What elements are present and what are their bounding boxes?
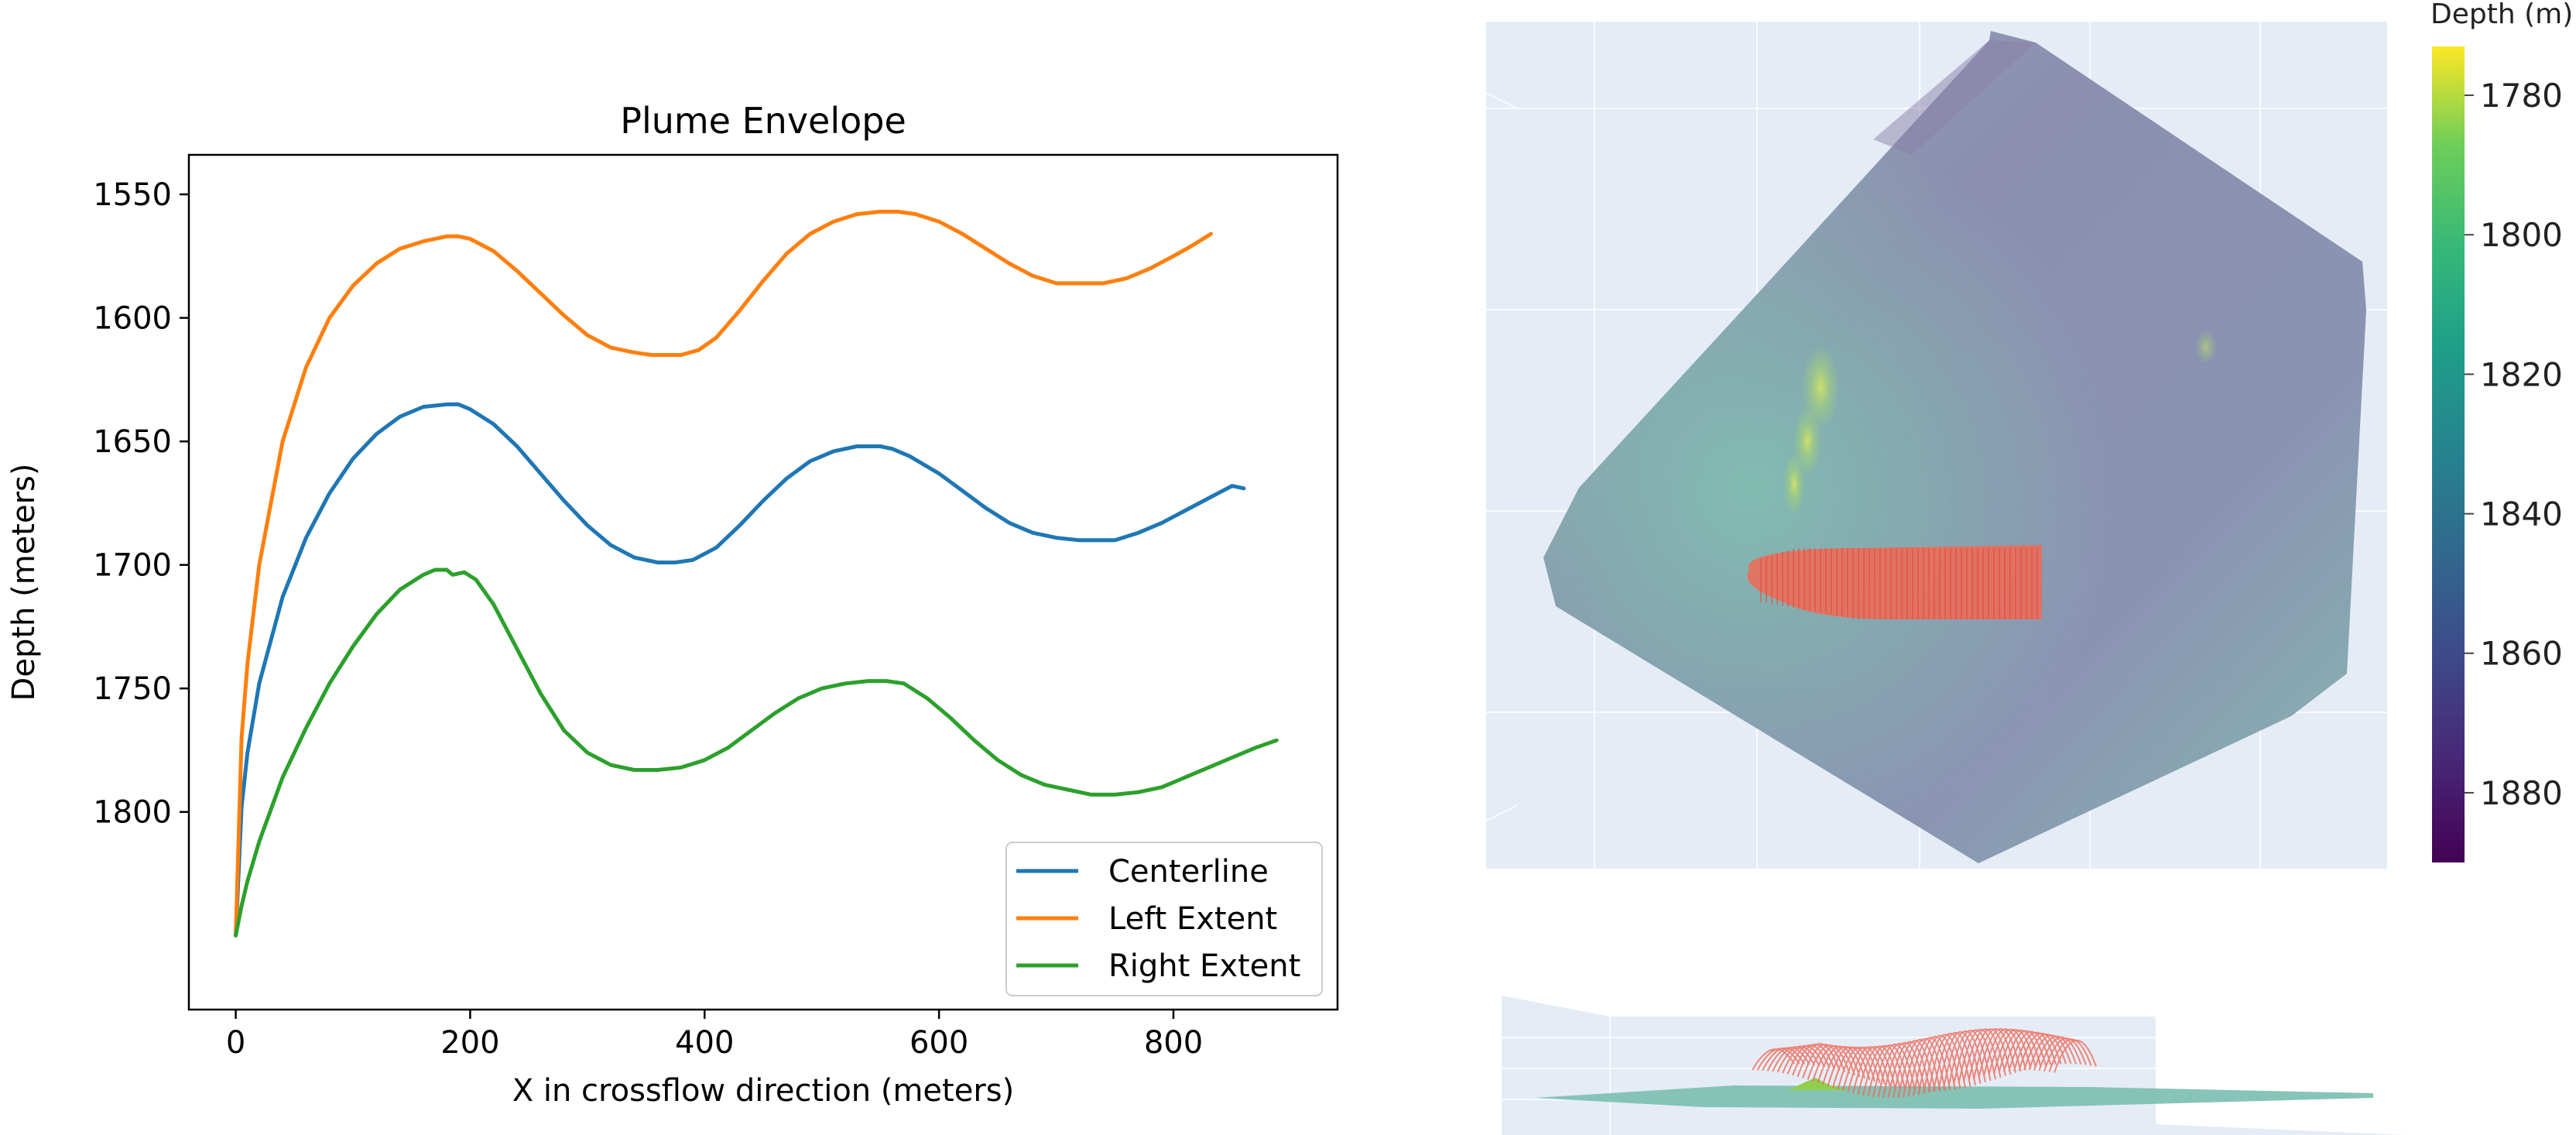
x-tick-label: 800 [1144,1025,1203,1061]
side-plume-arc [1887,1041,1931,1099]
plot-frame [187,153,1339,1011]
side-plume-arc [2054,1040,2097,1073]
y-tick-label: 1700 [93,548,172,584]
y-tick-label: 1650 [93,424,172,460]
y-tick-label: 1800 [93,795,172,831]
series-line-centerline [234,402,1246,938]
side-plume-arc [1947,1030,1992,1088]
series-line-right-extent [234,568,1279,938]
chart-title: Plume Envelope [620,100,906,142]
side-plume-arc [2043,1037,2087,1072]
colorbar-tick-label: 1820 [2480,355,2563,393]
surface-top-view [1485,22,2387,869]
colorbar-tick-label: 1880 [2480,774,2563,812]
side-plume-arc [1943,1030,1986,1089]
surface-deep-edge [1873,40,2036,155]
side-surface [1535,1085,2373,1109]
side-plume-arc [1973,1028,2016,1079]
side-plume-arc [1903,1037,1946,1098]
colorbar-title: Depth (m) [2430,0,2573,30]
side-plume-arc [1786,1044,1831,1075]
side-plume-arc [2033,1035,2077,1071]
series-layer [234,209,1279,938]
x-tick-label: 600 [909,1025,968,1061]
side-plume-arc [1897,1039,1941,1098]
side-plume-arc [2028,1034,2072,1071]
side-plume-arc [1937,1030,1982,1090]
side-plume-arc [1917,1034,1961,1096]
side-plume-arc [2013,1031,2057,1072]
colorbar: Depth (m) 1780 1800 1820 1840 1860 1880 [2430,0,2573,862]
side-plume-arc [1978,1028,2022,1078]
side-plume-arc [1933,1032,1976,1092]
x-tick-label: 0 [226,1025,245,1061]
legend: Centerline Left Extent Right Extent [1005,842,1323,996]
side-plume-arc [1817,1045,1861,1083]
surface-shallow-region [1543,31,2366,863]
plume-envelope-chart: Plume Envelope 0 200 400 600 800 1550 1600 165… [6,100,1339,1109]
side-plume-arc [1867,1044,1911,1097]
side-plume-arc [1968,1028,2012,1081]
side-ridge [1788,1078,1850,1090]
y-tick-label: 1750 [93,671,172,707]
x-tick-label: 200 [440,1025,499,1061]
side-plume-arc [1953,1029,1996,1086]
colorbar-tick-label: 1780 [2480,77,2563,115]
side-plume-arc [1792,1044,1835,1076]
side-plume-arc [2008,1030,2052,1072]
series-line-left-extent [234,209,1213,938]
side-plume-arc [1907,1037,1951,1097]
ridge-segment [1783,453,1805,515]
y-tick-label: 1600 [93,301,172,337]
ridge-spot [2195,330,2217,364]
plume-mesh-lines [1760,548,2038,619]
side-plume-arc [1827,1046,1871,1087]
side-plume-arc [1882,1041,1926,1098]
colorbar-scale [2432,46,2465,862]
side-plume-arc [1927,1033,1971,1093]
side-plume-arc [1812,1045,1855,1082]
side-plume-arc [1913,1036,1956,1096]
side-plume-arc [1807,1044,1851,1080]
side-plume-arc [1822,1046,1865,1085]
x-axis-label: X in crossflow direction (meters) [512,1073,1014,1109]
side-plume-arc [1802,1044,1845,1079]
side-plume-arc [1958,1028,2002,1085]
side-plume [1752,1028,2097,1099]
colorbar-tick-label: 1860 [2480,635,2563,673]
side-plume-arc [1782,1044,1825,1074]
side-plume-arc [1893,1040,1936,1099]
side-plume-arc [2038,1036,2082,1072]
side-plume-arc [2048,1038,2092,1072]
legend-label: Right Extent [1108,948,1300,984]
y-tick-label: 1550 [93,177,172,213]
colorbar-ticks: 1780 1800 1820 1840 1860 1880 [2465,77,2563,812]
side-plume-arc [1923,1034,1966,1095]
colorbar-tick-label: 1840 [2480,495,2563,533]
legend-box [1005,842,1323,996]
side-plume-arc [2018,1032,2062,1071]
side-plume-arc [1797,1043,1841,1078]
colorbar-tick-label: 1800 [2480,216,2563,254]
x-tick-label: 400 [675,1025,734,1061]
plume-top-view [1747,545,2042,619]
side-plume-arc [1963,1028,2006,1082]
side-plume-arc [1877,1043,1921,1098]
x-axis-ticks: 0 200 400 600 800 [226,1010,1203,1061]
legend-label: Centerline [1108,854,1269,890]
side-plume-arc [1872,1044,1916,1097]
y-axis-ticks: 1550 1600 1650 1700 1750 1800 [93,177,189,831]
side-plume-arc [1776,1045,1821,1073]
legend-label: Left Extent [1108,901,1277,937]
y-axis-label: Depth (meters) [6,464,42,701]
side-plume-arc [2023,1033,2067,1071]
surface-side-view [1502,996,2406,1135]
